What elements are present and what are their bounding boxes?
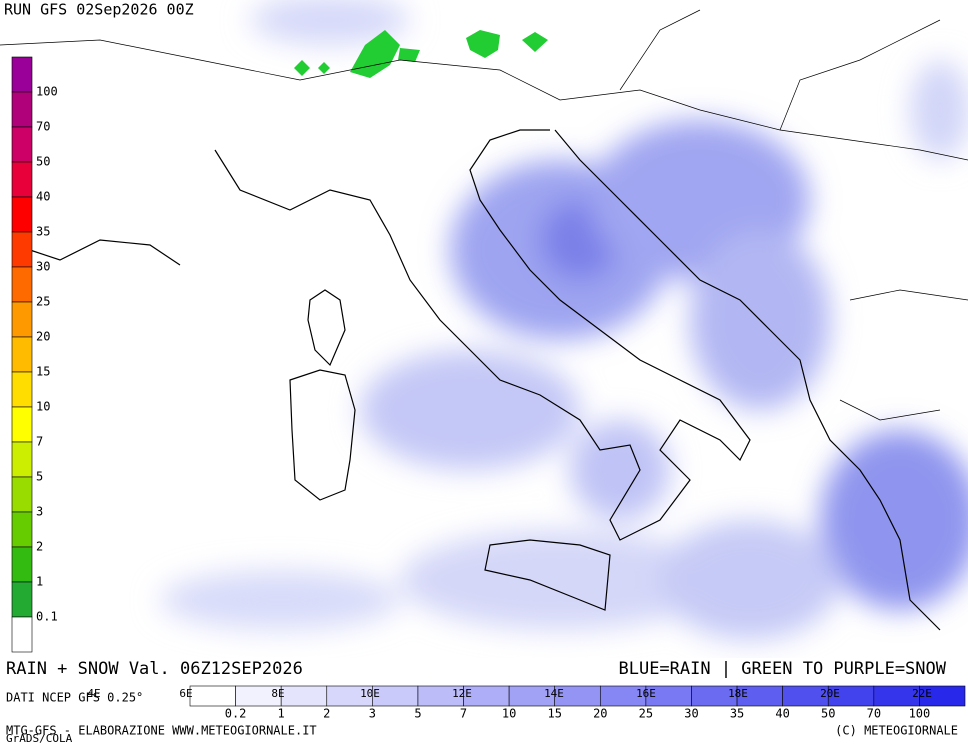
snow-legend: 100 70 50 40 35 30 25 20 15 10 7 5 3 2 1 0.1	[11, 56, 58, 653]
snow-areas	[294, 30, 548, 78]
lon-label: 20E	[820, 687, 840, 700]
snow-swatch	[11, 56, 33, 93]
snow-swatch	[11, 441, 33, 478]
snow-label: 35	[36, 225, 50, 239]
snow-label: 7	[36, 435, 43, 449]
lon-label: 12E	[452, 687, 472, 700]
snow-label: 1	[36, 575, 43, 589]
snow-swatch	[11, 511, 33, 548]
rain-swatch	[919, 685, 966, 707]
snow-label: 20	[36, 330, 50, 344]
snow-swatch	[11, 581, 33, 618]
lon-label: 10E	[360, 687, 380, 700]
lon-label: 6E	[179, 687, 192, 700]
snow-swatch	[11, 161, 33, 198]
snow-label: 15	[36, 365, 50, 379]
snow-swatch	[11, 231, 33, 268]
snow-label: 25	[36, 295, 50, 309]
source-label: DATI NCEP GFS 0.25°	[6, 691, 143, 705]
snow-label: 40	[36, 190, 50, 204]
snow-swatch	[11, 126, 33, 163]
rain-label: 50	[821, 707, 835, 721]
snow-label: 0.1	[36, 610, 58, 624]
snow-swatch	[11, 616, 33, 653]
snow-swatch	[11, 91, 33, 128]
rain-label: 15	[547, 707, 561, 721]
rain-label: 30	[684, 707, 698, 721]
copyright: (C) METEOGIORNALE	[835, 724, 958, 738]
map-title: RAIN + SNOW Val. 06Z12SEP2026	[6, 659, 303, 679]
lon-label: 16E	[636, 687, 656, 700]
snow-label: 10	[36, 400, 50, 414]
snow-label: 100	[36, 85, 58, 99]
snow-label: 2	[36, 540, 43, 554]
snow-label: 5	[36, 470, 43, 484]
lon-label: 14E	[544, 687, 564, 700]
snow-swatch	[11, 546, 33, 583]
lon-label: 4E	[87, 687, 100, 700]
rain-swatch	[189, 685, 236, 707]
credit: MTG-GFS - ELABORAZIONE WWW.METEOGIORNALE…	[6, 724, 317, 738]
lon-label: 8E	[271, 687, 284, 700]
snow-label: 30	[36, 260, 50, 274]
rain-label: 35	[730, 707, 744, 721]
grads-label: GrADS/COLA	[6, 732, 73, 745]
rain-label: 7	[460, 707, 467, 721]
snow-label: 70	[36, 120, 50, 134]
snow-swatch	[11, 196, 33, 233]
snow-swatch	[11, 266, 33, 303]
rain-swatch	[280, 685, 328, 707]
rain-label: 2	[323, 707, 330, 721]
rain-label: 20	[593, 707, 607, 721]
rain-label: 25	[639, 707, 653, 721]
snow-swatch	[11, 406, 33, 443]
color-key: BLUE=RAIN | GREEN TO PURPLE=SNOW	[618, 659, 946, 679]
rain-label: 5	[414, 707, 421, 721]
rain-label: 70	[867, 707, 881, 721]
rain-label: 1	[278, 707, 285, 721]
snow-label: 3	[36, 505, 43, 519]
snow-label: 50	[36, 155, 50, 169]
snow-swatch	[11, 371, 33, 408]
coastlines	[0, 9, 968, 631]
rain-label: 0.2	[225, 707, 247, 721]
snow-swatch	[11, 476, 33, 513]
rain-label: 10	[502, 707, 516, 721]
snow-swatch	[11, 301, 33, 338]
lon-label: 22E	[912, 687, 932, 700]
rain-label: 3	[369, 707, 376, 721]
lon-label: 18E	[728, 687, 748, 700]
run-label: RUN GFS 02Sep2026 00Z	[4, 1, 194, 19]
rain-areas	[160, 0, 968, 640]
snow-swatch	[11, 336, 33, 373]
rain-label: 100	[909, 707, 931, 721]
rain-label: 40	[775, 707, 789, 721]
